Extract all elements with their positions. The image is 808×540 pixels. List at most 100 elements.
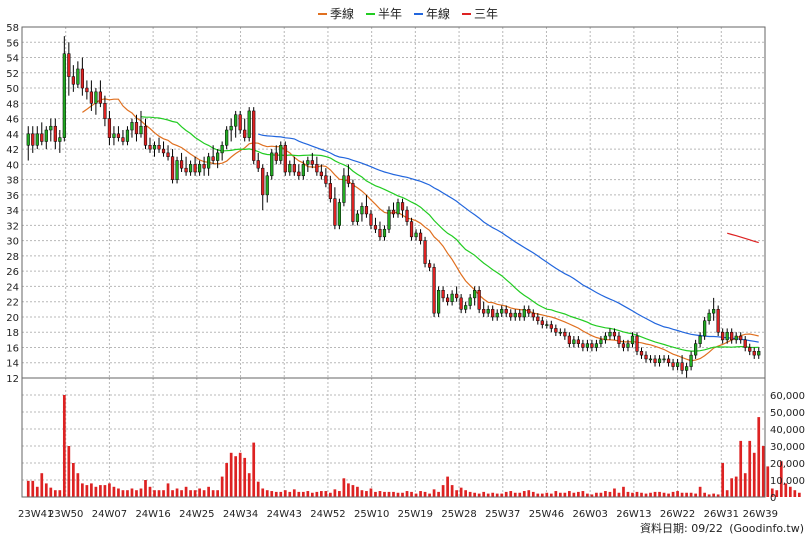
candle-body-116: [549, 324, 553, 329]
candle-body-159: [743, 339, 747, 348]
candle-58: [288, 160, 292, 176]
candle-37: [193, 156, 197, 176]
x-tick-17: 26W39: [743, 509, 778, 520]
volume-bar-78: [378, 491, 382, 497]
candle-body-59: [292, 164, 296, 173]
volume-tick-3: 30,000: [770, 442, 805, 453]
candle-body-12: [80, 68, 84, 89]
candle-body-73: [355, 213, 360, 222]
volume-bar-38: [198, 488, 201, 497]
candle-114: [540, 316, 544, 329]
legend-label-2: 年線: [426, 6, 450, 21]
volume-bar-123: [581, 491, 585, 497]
volume-bar-87: [419, 491, 422, 497]
volume-bar-110: [522, 491, 526, 497]
candle-body-157: [734, 335, 738, 341]
volume-bar-109: [518, 492, 522, 497]
candle-49: [247, 107, 251, 142]
candle-55: [274, 145, 278, 165]
candle-28: [152, 141, 157, 157]
candle-102: [486, 305, 490, 317]
candle-body-79: [382, 228, 387, 238]
candle-22: [125, 126, 130, 146]
candle-128: [603, 332, 608, 344]
volume-bar-99: [473, 492, 477, 497]
volume-bar-101: [482, 491, 486, 497]
candle-body-136: [639, 351, 644, 356]
price-tick-9: 30: [6, 237, 19, 248]
candle-body-124: [585, 343, 589, 348]
candle-body-120: [567, 335, 571, 344]
volume-bar-74: [360, 490, 364, 497]
candle-body-41: [211, 156, 215, 161]
candle-body-69: [337, 202, 341, 226]
x-tick-4: 24W25: [179, 509, 214, 520]
candle-body-152: [712, 309, 716, 314]
price-tick-1: 14: [6, 359, 19, 370]
price-axis-ticks: 12 14 16 18 20 22 24 26 28 30 32 34 36 38 40 42 44 46 48 50…: [6, 23, 19, 385]
candle-body-64: [315, 164, 319, 173]
volume-bar-165: [770, 488, 774, 497]
candle-body-139: [653, 358, 657, 363]
volume-bar-54: [270, 491, 274, 497]
candle-95: [455, 286, 459, 302]
volume-bar-3: [40, 473, 44, 497]
candle-77: [373, 217, 378, 234]
candle-126: [594, 339, 599, 352]
candle-body-82: [396, 202, 400, 215]
volume-bar-97: [464, 490, 467, 497]
candle-body-132: [621, 343, 626, 348]
volume-bar-59: [292, 489, 296, 497]
candle-43: [220, 141, 224, 161]
x-tick-12: 25W46: [529, 509, 564, 520]
candle-42: [216, 149, 220, 169]
candle-161: [752, 347, 756, 359]
candle-26: [143, 118, 148, 150]
volume-tick-6: 60,000: [770, 391, 805, 402]
candle-body-129: [608, 331, 612, 337]
candle-body-11: [76, 68, 80, 85]
volume-bar-118: [558, 492, 562, 497]
volume-bar-147: [689, 492, 693, 497]
candle-body-158: [739, 335, 743, 341]
volume-bars: [26, 395, 801, 497]
volume-bar-45: [229, 452, 233, 497]
legend-label-3: 三年: [474, 7, 498, 21]
volume-bar-66: [324, 491, 328, 497]
candle-body-37: [193, 164, 197, 173]
volume-bar-90: [432, 489, 436, 497]
candle-body-127: [599, 339, 603, 344]
candle-41: [211, 145, 215, 165]
candle-159: [743, 336, 747, 352]
candle-body-14: [89, 91, 93, 104]
candle-body-51: [256, 160, 260, 169]
candle-134: [630, 332, 635, 348]
candle-body-74: [360, 206, 364, 215]
candle-100: [477, 286, 481, 314]
volume-bar-49: [247, 473, 251, 497]
volume-bar-73: [356, 486, 359, 497]
volume-bar-43: [220, 476, 224, 497]
candle-body-56: [279, 145, 283, 161]
candle-7: [58, 130, 62, 153]
volume-bar-131: [617, 492, 621, 497]
candle-body-31: [166, 152, 170, 157]
candle-127: [599, 336, 603, 348]
candle-body-89: [427, 263, 432, 268]
volume-bar-33: [175, 488, 179, 497]
candle-67: [328, 175, 332, 203]
volume-bar-84: [405, 491, 409, 497]
candle-body-144: [675, 362, 680, 367]
candle-82: [396, 198, 400, 218]
volume-bar-149: [698, 486, 702, 497]
candle-91: [436, 286, 441, 317]
volume-bar-65: [320, 491, 323, 497]
candle-35: [184, 156, 188, 176]
candle-body-130: [612, 331, 617, 337]
ma-line-3: [727, 232, 759, 244]
volume-bar-102: [486, 493, 490, 497]
candle-53: [265, 171, 269, 203]
candle-4: [44, 126, 48, 150]
candle-body-125: [590, 343, 594, 348]
candle-129: [608, 328, 612, 340]
